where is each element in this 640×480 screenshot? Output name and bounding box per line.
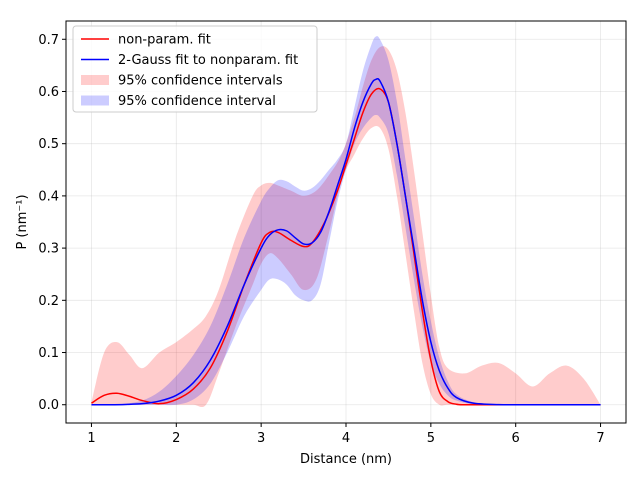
x-tick-label: 2 [172, 431, 180, 446]
y-tick-label: 0.6 [38, 85, 59, 100]
legend-box [72, 25, 318, 113]
y-tick-label: 0.7 [38, 33, 59, 48]
x-tick-label: 6 [512, 431, 520, 446]
legend-label: non-param. fit [118, 33, 211, 48]
y-axis-label: P (nm⁻¹) [15, 194, 30, 249]
y-tick-label: 0.2 [38, 294, 59, 309]
x-axis-label: Distance (nm) [300, 452, 392, 467]
legend-label: 95% confidence interval [118, 94, 276, 109]
fit-lines [91, 77, 601, 406]
legend-patch-swatch [81, 95, 109, 106]
two-gauss-fit-line [91, 77, 601, 406]
nonparam-confidence-band [91, 46, 601, 408]
grid [66, 21, 626, 423]
axis-ticks: 1 2 3 4 5 6 7 0.0 0.1 0.2 0.3 0.4 0.5 0.6 0.7 [38, 33, 604, 446]
legend-label: 95% confidence intervals [118, 74, 283, 89]
y-tick-label: 0.1 [38, 346, 59, 361]
x-tick-label: 4 [342, 431, 350, 446]
y-tick-label: 0.0 [38, 398, 59, 413]
x-tick-label: 7 [596, 431, 604, 446]
x-tick-label: 1 [87, 431, 95, 446]
legend-label: 2-Gauss fit to nonparam. fit [118, 53, 298, 68]
x-tick-label: 5 [427, 431, 435, 446]
x-tick-label: 3 [257, 431, 265, 446]
legend: non-param. fit 2-Gauss fit to nonparam. f… [72, 25, 318, 113]
y-tick-label: 0.4 [38, 189, 59, 204]
nonparam-fit-line [91, 87, 601, 406]
legend-patch-swatch [81, 75, 109, 85]
confidence-bands [91, 36, 601, 408]
y-tick-label: 0.3 [38, 242, 59, 257]
y-tick-label: 0.5 [38, 137, 59, 152]
gauss-confidence-band [91, 36, 601, 406]
